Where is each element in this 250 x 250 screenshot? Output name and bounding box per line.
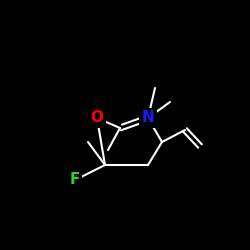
Text: O: O [90, 110, 104, 126]
Text: N: N [142, 110, 154, 126]
Text: F: F [70, 172, 80, 188]
